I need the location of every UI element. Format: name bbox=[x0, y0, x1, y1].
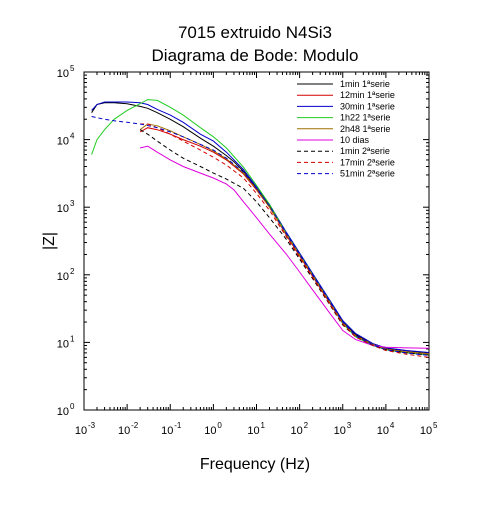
x-tick-exponent: 5 bbox=[433, 421, 438, 430]
legend-label-7: 1min 2ªserie bbox=[340, 146, 390, 156]
y-tick-exponent: 3 bbox=[70, 199, 75, 208]
legend-label-5: 2h48 1ªserie bbox=[340, 124, 390, 134]
x-tick-exponent: -3 bbox=[88, 421, 96, 430]
series-line-6 bbox=[139, 145, 430, 349]
y-tick-exponent: 2 bbox=[70, 267, 75, 276]
chart-title-line2: Diagrama de Bode: Modulo bbox=[152, 46, 359, 65]
legend-label-2: 12min 1ªserie bbox=[340, 90, 395, 100]
x-tick-label: 10 bbox=[334, 425, 346, 437]
legend-label-4: 1h22 1ªserie bbox=[340, 113, 390, 123]
series-line-8 bbox=[140, 123, 430, 358]
y-tick-label: 10 bbox=[57, 271, 69, 283]
x-tick-label: 10 bbox=[420, 425, 432, 437]
y-tick-exponent: 5 bbox=[70, 64, 75, 73]
y-axis-label: |Z| bbox=[41, 232, 58, 250]
x-tick-label: 10 bbox=[75, 425, 87, 437]
legend-label-3: 30min 1ªserie bbox=[340, 101, 395, 111]
y-tick-label: 10 bbox=[57, 136, 69, 148]
x-tick-exponent: 3 bbox=[347, 421, 352, 430]
y-tick-exponent: 0 bbox=[70, 402, 75, 411]
series-line-1 bbox=[91, 102, 430, 354]
x-tick-exponent: 0 bbox=[217, 421, 222, 430]
ticks-layer: 10 -3 10 -2 10 -1 10 0 10 1 10 2 10 3 10 4 10 510 010 110 21… bbox=[57, 64, 438, 437]
x-tick-label: 10 bbox=[377, 425, 389, 437]
legend-label-9: 51min 2ªserie bbox=[340, 169, 395, 179]
series-line-9 bbox=[91, 116, 430, 356]
x-tick-exponent: 2 bbox=[304, 421, 309, 430]
x-tick-exponent: -1 bbox=[174, 421, 182, 430]
x-tick-exponent: 4 bbox=[390, 421, 395, 430]
chart-title-line1: 7015 extruido N4Si3 bbox=[178, 23, 332, 42]
x-axis-label: Frequency (Hz) bbox=[200, 456, 310, 473]
x-tick-label: 10 bbox=[247, 425, 259, 437]
legend-label-6: 10 dias bbox=[340, 135, 370, 145]
y-tick-label: 10 bbox=[57, 406, 69, 418]
x-tick-label: 10 bbox=[161, 425, 173, 437]
x-tick-exponent: -2 bbox=[131, 421, 139, 430]
y-tick-label: 10 bbox=[57, 338, 69, 350]
x-tick-label: 10 bbox=[118, 425, 130, 437]
legend-label-8: 17min 2ªserie bbox=[340, 157, 395, 167]
x-tick-label: 10 bbox=[204, 425, 216, 437]
series-line-3 bbox=[91, 101, 430, 353]
y-tick-exponent: 1 bbox=[70, 334, 75, 343]
x-tick-label: 10 bbox=[291, 425, 303, 437]
legend-label-1: 1min 1ªserie bbox=[340, 79, 390, 89]
series-line-5 bbox=[139, 123, 430, 355]
y-tick-label: 10 bbox=[57, 203, 69, 215]
x-tick-exponent: 1 bbox=[261, 421, 266, 430]
y-tick-exponent: 4 bbox=[70, 132, 75, 141]
series-layer bbox=[91, 99, 430, 358]
y-tick-label: 10 bbox=[57, 68, 69, 80]
